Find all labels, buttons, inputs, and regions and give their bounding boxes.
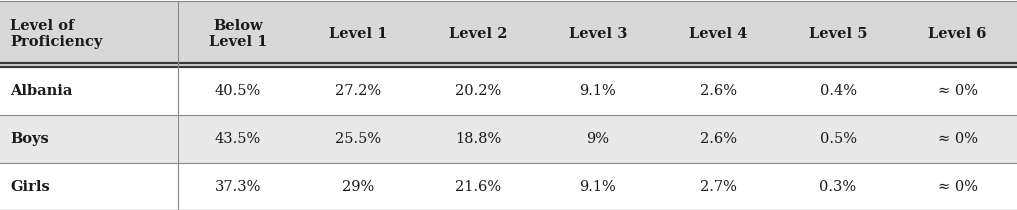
Bar bbox=[538, 67, 658, 115]
Bar bbox=[538, 1, 658, 67]
Text: 25.5%: 25.5% bbox=[335, 132, 381, 146]
Text: 2.6%: 2.6% bbox=[700, 132, 736, 146]
Bar bbox=[0, 67, 178, 115]
Text: 18.8%: 18.8% bbox=[455, 132, 501, 146]
Text: Level 2: Level 2 bbox=[448, 27, 507, 41]
Bar bbox=[538, 115, 658, 163]
Bar bbox=[658, 163, 778, 210]
Bar bbox=[178, 67, 298, 115]
Text: 0.4%: 0.4% bbox=[820, 84, 856, 98]
Text: 0.3%: 0.3% bbox=[820, 180, 856, 194]
Bar bbox=[178, 1, 298, 67]
Text: Level 6: Level 6 bbox=[929, 27, 986, 41]
Bar bbox=[298, 163, 418, 210]
Bar bbox=[418, 1, 538, 67]
Text: 9.1%: 9.1% bbox=[580, 84, 616, 98]
Bar bbox=[778, 163, 898, 210]
Bar bbox=[778, 1, 898, 67]
Text: 9%: 9% bbox=[587, 132, 609, 146]
Bar bbox=[418, 67, 538, 115]
Text: 2.6%: 2.6% bbox=[700, 84, 736, 98]
Bar bbox=[538, 163, 658, 210]
Bar bbox=[658, 1, 778, 67]
Bar bbox=[0, 115, 178, 163]
Bar bbox=[898, 67, 1017, 115]
Text: ≈ 0%: ≈ 0% bbox=[938, 180, 977, 194]
Text: ≈ 0%: ≈ 0% bbox=[938, 132, 977, 146]
Text: 2.7%: 2.7% bbox=[700, 180, 736, 194]
Text: Boys: Boys bbox=[10, 132, 49, 146]
Bar bbox=[298, 1, 418, 67]
Text: Level 3: Level 3 bbox=[569, 27, 627, 41]
Text: 0.5%: 0.5% bbox=[820, 132, 856, 146]
Text: Below
Level 1: Below Level 1 bbox=[208, 19, 267, 49]
Bar bbox=[178, 163, 298, 210]
Bar bbox=[898, 1, 1017, 67]
Text: 9.1%: 9.1% bbox=[580, 180, 616, 194]
Bar bbox=[0, 163, 178, 210]
Bar bbox=[658, 67, 778, 115]
Bar bbox=[298, 115, 418, 163]
Bar bbox=[778, 115, 898, 163]
Bar bbox=[418, 115, 538, 163]
Text: 40.5%: 40.5% bbox=[215, 84, 261, 98]
Text: 37.3%: 37.3% bbox=[215, 180, 261, 194]
Text: Level of
Proficiency: Level of Proficiency bbox=[10, 19, 103, 49]
Bar bbox=[178, 115, 298, 163]
Text: Level 5: Level 5 bbox=[809, 27, 868, 41]
Bar bbox=[778, 67, 898, 115]
Text: 43.5%: 43.5% bbox=[215, 132, 261, 146]
Bar bbox=[418, 163, 538, 210]
Text: Level 1: Level 1 bbox=[328, 27, 387, 41]
Bar bbox=[0, 1, 178, 67]
Text: 29%: 29% bbox=[342, 180, 374, 194]
Text: 21.6%: 21.6% bbox=[455, 180, 501, 194]
Text: Albania: Albania bbox=[10, 84, 72, 98]
Bar bbox=[658, 115, 778, 163]
Bar bbox=[898, 163, 1017, 210]
Bar bbox=[298, 67, 418, 115]
Text: 27.2%: 27.2% bbox=[335, 84, 381, 98]
Text: ≈ 0%: ≈ 0% bbox=[938, 84, 977, 98]
Bar bbox=[898, 115, 1017, 163]
Text: Girls: Girls bbox=[10, 180, 50, 194]
Text: Level 4: Level 4 bbox=[689, 27, 747, 41]
Text: 20.2%: 20.2% bbox=[455, 84, 501, 98]
